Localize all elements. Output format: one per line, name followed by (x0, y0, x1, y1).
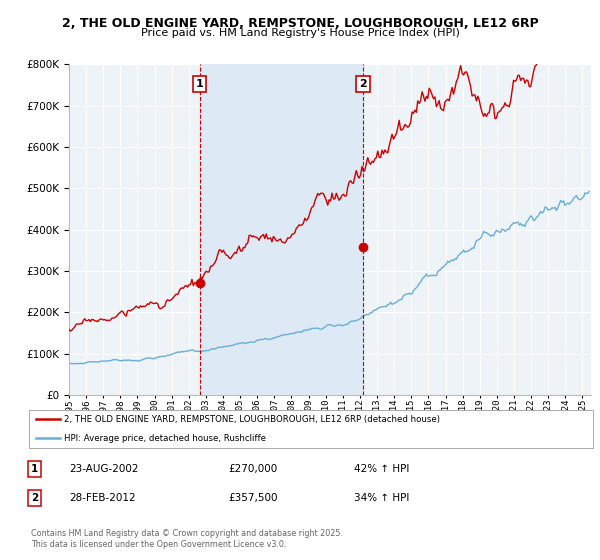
Text: Contains HM Land Registry data © Crown copyright and database right 2025.
This d: Contains HM Land Registry data © Crown c… (31, 529, 343, 549)
Text: 2: 2 (31, 493, 38, 503)
Text: 2: 2 (359, 79, 367, 89)
Text: 2, THE OLD ENGINE YARD, REMPSTONE, LOUGHBOROUGH, LE12 6RP (detached house): 2, THE OLD ENGINE YARD, REMPSTONE, LOUGH… (64, 415, 440, 424)
Text: HPI: Average price, detached house, Rushcliffe: HPI: Average price, detached house, Rush… (64, 434, 266, 443)
Bar (200, 64, 363, 395)
Text: 2, THE OLD ENGINE YARD, REMPSTONE, LOUGHBOROUGH, LE12 6RP: 2, THE OLD ENGINE YARD, REMPSTONE, LOUGH… (62, 17, 538, 30)
Text: 1: 1 (31, 464, 38, 474)
Text: 34% ↑ HPI: 34% ↑ HPI (354, 493, 409, 503)
Text: 28-FEB-2012: 28-FEB-2012 (69, 493, 136, 503)
Text: 1: 1 (196, 79, 203, 89)
Text: £270,000: £270,000 (228, 464, 277, 474)
Text: Price paid vs. HM Land Registry's House Price Index (HPI): Price paid vs. HM Land Registry's House … (140, 28, 460, 38)
Text: 23-AUG-2002: 23-AUG-2002 (69, 464, 139, 474)
Text: 42% ↑ HPI: 42% ↑ HPI (354, 464, 409, 474)
Text: £357,500: £357,500 (228, 493, 277, 503)
